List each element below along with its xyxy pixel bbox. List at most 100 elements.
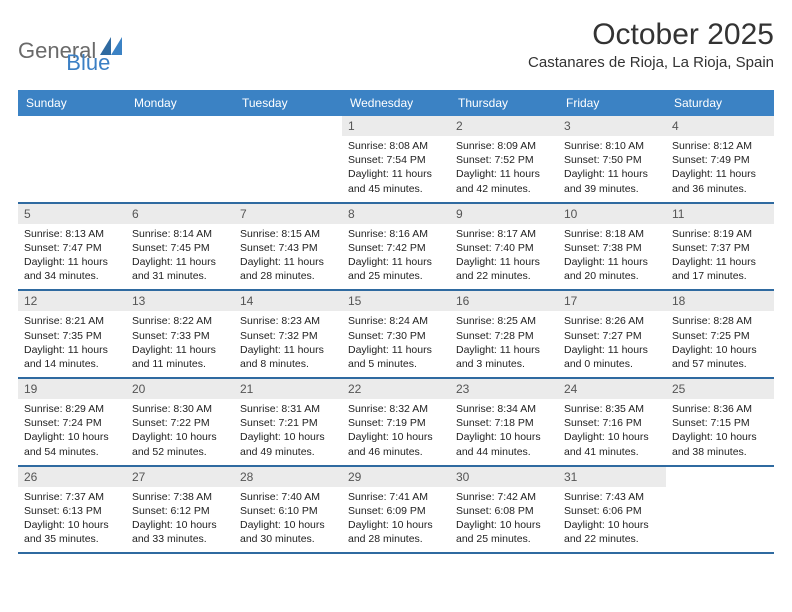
day-info: Sunrise: 8:10 AMSunset: 7:50 PMDaylight:… (562, 139, 662, 196)
day-info-line: Daylight: 10 hours (348, 430, 444, 444)
title-block: October 2025 Castanares de Rioja, La Rio… (528, 18, 774, 71)
day-info-line: Daylight: 11 hours (348, 167, 444, 181)
day-info-line: and 36 minutes. (672, 182, 768, 196)
month-title: October 2025 (528, 18, 774, 52)
day-info-line: and 52 minutes. (132, 445, 228, 459)
weekday-cell: Sunday (18, 90, 126, 116)
day-info-line: Daylight: 10 hours (564, 430, 660, 444)
day-info-line: and 22 minutes. (456, 269, 552, 283)
day-info-line: Sunset: 7:19 PM (348, 416, 444, 430)
day-number: 6 (126, 204, 234, 224)
day-info-line: Sunrise: 8:19 AM (672, 227, 768, 241)
day-info-line: Sunrise: 8:13 AM (24, 227, 120, 241)
day-number: 17 (558, 291, 666, 311)
day-info-line: and 31 minutes. (132, 269, 228, 283)
day-info-line: Sunset: 6:06 PM (564, 504, 660, 518)
day-info-line: Sunrise: 8:10 AM (564, 139, 660, 153)
day-number: 24 (558, 379, 666, 399)
day-info-line: Sunset: 7:18 PM (456, 416, 552, 430)
day-info-line: Sunset: 6:09 PM (348, 504, 444, 518)
day-info-line: Sunset: 7:42 PM (348, 241, 444, 255)
day-cell: 3Sunrise: 8:10 AMSunset: 7:50 PMDaylight… (558, 116, 666, 202)
day-info-line: Daylight: 10 hours (564, 518, 660, 532)
day-info-line: Sunset: 6:10 PM (240, 504, 336, 518)
day-info-line: Sunset: 7:21 PM (240, 416, 336, 430)
day-info-line: Daylight: 11 hours (240, 255, 336, 269)
day-cell: 26Sunrise: 7:37 AMSunset: 6:13 PMDayligh… (18, 467, 126, 553)
day-info-line: Daylight: 11 hours (672, 255, 768, 269)
day-info-line: Sunrise: 8:23 AM (240, 314, 336, 328)
day-info-line: Sunrise: 7:42 AM (456, 490, 552, 504)
day-info-line: and 57 minutes. (672, 357, 768, 371)
day-info-line: Sunset: 7:30 PM (348, 329, 444, 343)
day-cell: 29Sunrise: 7:41 AMSunset: 6:09 PMDayligh… (342, 467, 450, 553)
day-cell: 17Sunrise: 8:26 AMSunset: 7:27 PMDayligh… (558, 291, 666, 377)
day-info-line: Sunset: 7:52 PM (456, 153, 552, 167)
day-cell: 1Sunrise: 8:08 AMSunset: 7:54 PMDaylight… (342, 116, 450, 202)
day-number: 16 (450, 291, 558, 311)
weeks-container: 1Sunrise: 8:08 AMSunset: 7:54 PMDaylight… (18, 116, 774, 554)
day-cell: 11Sunrise: 8:19 AMSunset: 7:37 PMDayligh… (666, 204, 774, 290)
day-cell: 24Sunrise: 8:35 AMSunset: 7:16 PMDayligh… (558, 379, 666, 465)
day-number: 2 (450, 116, 558, 136)
day-info-line: Sunrise: 7:40 AM (240, 490, 336, 504)
day-info-line: Sunset: 7:27 PM (564, 329, 660, 343)
day-info-line: Sunrise: 8:36 AM (672, 402, 768, 416)
day-info-line: Daylight: 10 hours (132, 518, 228, 532)
day-info-line: Daylight: 10 hours (24, 430, 120, 444)
day-info-line: Sunrise: 8:08 AM (348, 139, 444, 153)
day-info-line: Daylight: 10 hours (240, 430, 336, 444)
day-info-line: Daylight: 11 hours (132, 255, 228, 269)
day-cell: 18Sunrise: 8:28 AMSunset: 7:25 PMDayligh… (666, 291, 774, 377)
day-info-line: Sunset: 7:28 PM (456, 329, 552, 343)
day-info-line: Sunrise: 8:15 AM (240, 227, 336, 241)
day-info: Sunrise: 7:40 AMSunset: 6:10 PMDaylight:… (238, 490, 338, 547)
day-cell: 19Sunrise: 8:29 AMSunset: 7:24 PMDayligh… (18, 379, 126, 465)
day-info: Sunrise: 8:15 AMSunset: 7:43 PMDaylight:… (238, 227, 338, 284)
day-info-line: Sunset: 7:50 PM (564, 153, 660, 167)
day-info: Sunrise: 8:18 AMSunset: 7:38 PMDaylight:… (562, 227, 662, 284)
day-info-line: Sunrise: 8:09 AM (456, 139, 552, 153)
day-number: 31 (558, 467, 666, 487)
day-number: 13 (126, 291, 234, 311)
week-row: 19Sunrise: 8:29 AMSunset: 7:24 PMDayligh… (18, 379, 774, 467)
day-info-line: Sunset: 7:35 PM (24, 329, 120, 343)
day-info-line: and 38 minutes. (672, 445, 768, 459)
day-cell: 13Sunrise: 8:22 AMSunset: 7:33 PMDayligh… (126, 291, 234, 377)
day-info: Sunrise: 8:14 AMSunset: 7:45 PMDaylight:… (130, 227, 230, 284)
location-text: Castanares de Rioja, La Rioja, Spain (528, 54, 774, 71)
day-cell: 16Sunrise: 8:25 AMSunset: 7:28 PMDayligh… (450, 291, 558, 377)
day-cell: 23Sunrise: 8:34 AMSunset: 7:18 PMDayligh… (450, 379, 558, 465)
day-info-line: Sunrise: 7:43 AM (564, 490, 660, 504)
day-info-line: Daylight: 10 hours (456, 518, 552, 532)
weekday-cell: Friday (558, 90, 666, 116)
day-number: 30 (450, 467, 558, 487)
day-cell: 8Sunrise: 8:16 AMSunset: 7:42 PMDaylight… (342, 204, 450, 290)
day-info-line: and 46 minutes. (348, 445, 444, 459)
day-info: Sunrise: 8:23 AMSunset: 7:32 PMDaylight:… (238, 314, 338, 371)
day-info-line: Sunset: 7:16 PM (564, 416, 660, 430)
day-info-line: Sunrise: 7:41 AM (348, 490, 444, 504)
day-info-line: Sunrise: 8:22 AM (132, 314, 228, 328)
day-cell: 12Sunrise: 8:21 AMSunset: 7:35 PMDayligh… (18, 291, 126, 377)
day-info-line: Sunrise: 8:31 AM (240, 402, 336, 416)
day-cell: 5Sunrise: 8:13 AMSunset: 7:47 PMDaylight… (18, 204, 126, 290)
day-info: Sunrise: 8:34 AMSunset: 7:18 PMDaylight:… (454, 402, 554, 459)
day-info-line: Sunset: 7:43 PM (240, 241, 336, 255)
day-info: Sunrise: 8:31 AMSunset: 7:21 PMDaylight:… (238, 402, 338, 459)
day-info: Sunrise: 7:38 AMSunset: 6:12 PMDaylight:… (130, 490, 230, 547)
weekday-cell: Monday (126, 90, 234, 116)
day-info: Sunrise: 7:41 AMSunset: 6:09 PMDaylight:… (346, 490, 446, 547)
week-row: 12Sunrise: 8:21 AMSunset: 7:35 PMDayligh… (18, 291, 774, 379)
day-number: 27 (126, 467, 234, 487)
day-info-line: Sunset: 7:25 PM (672, 329, 768, 343)
day-info-line: Sunset: 7:54 PM (348, 153, 444, 167)
day-info-line: Sunrise: 8:30 AM (132, 402, 228, 416)
weekday-cell: Thursday (450, 90, 558, 116)
day-info-line: Sunrise: 8:32 AM (348, 402, 444, 416)
day-info-line: Daylight: 10 hours (348, 518, 444, 532)
day-info: Sunrise: 8:30 AMSunset: 7:22 PMDaylight:… (130, 402, 230, 459)
day-info-line: Daylight: 11 hours (240, 343, 336, 357)
day-info-line: Sunset: 7:32 PM (240, 329, 336, 343)
day-number: 25 (666, 379, 774, 399)
